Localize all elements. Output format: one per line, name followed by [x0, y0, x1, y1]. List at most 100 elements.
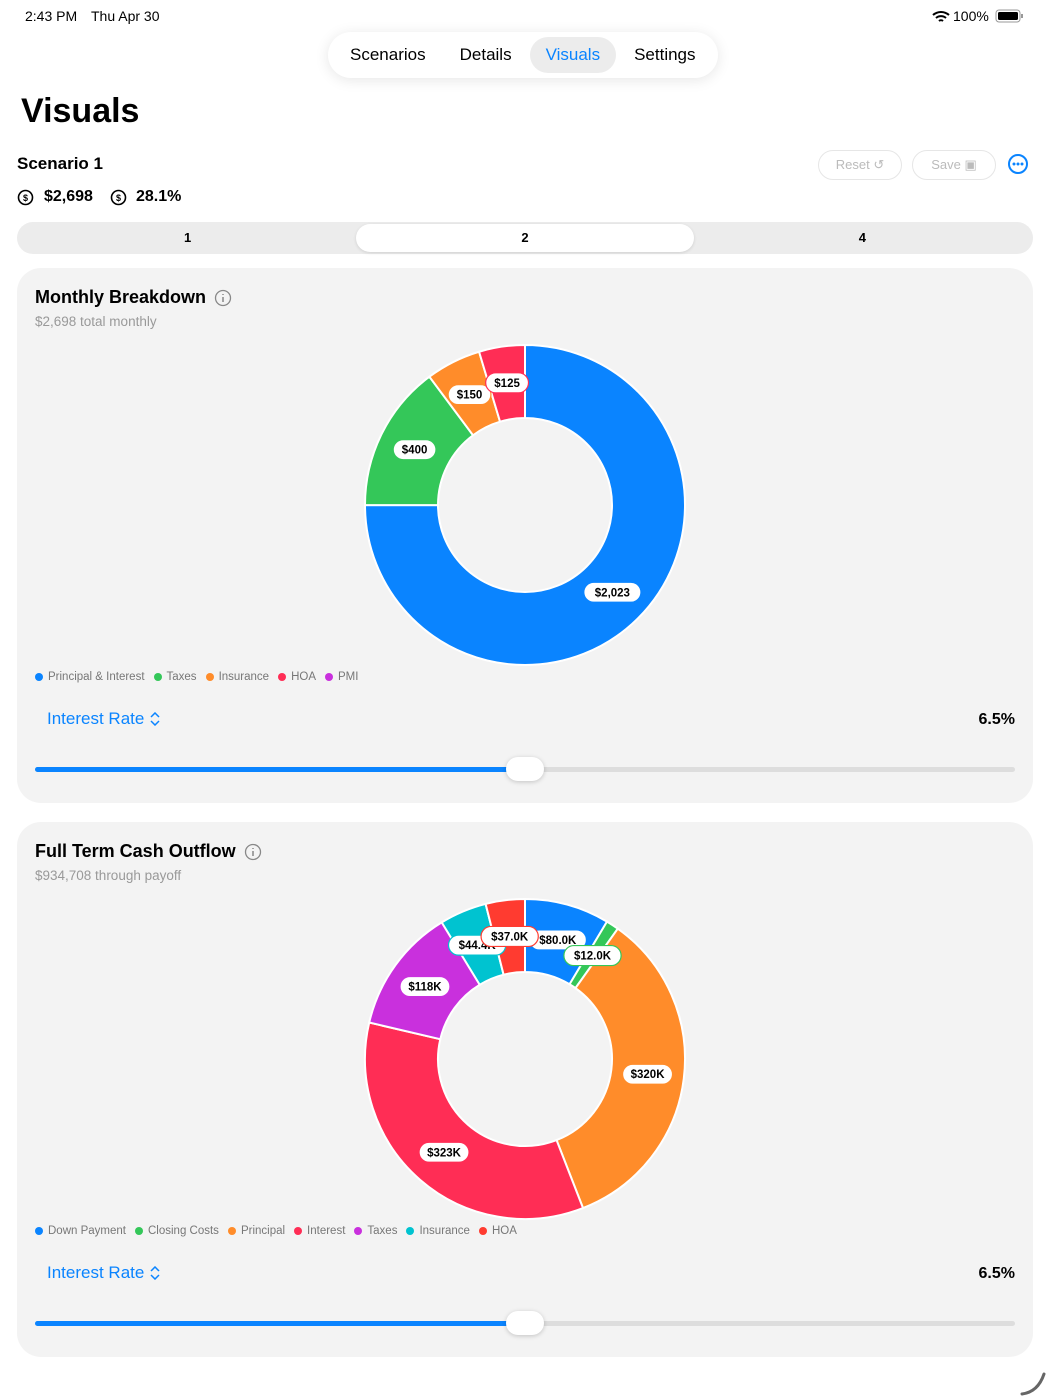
legend-label: Principal & Interest [48, 671, 145, 683]
chart-card: Monthly Breakdown $2,698 total monthly $2,… [17, 268, 1033, 803]
legend-label: PMI [338, 671, 359, 683]
legend-label: HOA [491, 1225, 517, 1237]
legend-label: Principal [240, 1225, 286, 1237]
donut-chart: $80.0K$12.0K$320K$323K$118K$44.4K$37.0K [364, 897, 686, 1220]
reset-label: Reset [835, 157, 870, 172]
card-subtitle: $934,708 through payoff [35, 868, 182, 883]
status-date: Thu Apr 30 [91, 8, 160, 24]
legend-label: Taxes [367, 1225, 398, 1237]
donut-slice [555, 927, 686, 1210]
legend-dot [294, 1227, 303, 1235]
more-button[interactable] [1007, 153, 1029, 175]
info-icon[interactable] [214, 289, 232, 307]
slider-thumb[interactable] [506, 1311, 544, 1335]
label-pill [621, 1063, 674, 1085]
legend-dot [35, 1227, 43, 1235]
legend: Principal & Interest Taxes Insurance HOA PMI [35, 671, 358, 683]
card-title: Monthly Breakdown [35, 287, 207, 307]
tab[interactable]: Scenarios [350, 45, 426, 64]
info-circle [244, 843, 261, 860]
legend-item: HOA [278, 671, 316, 683]
legend-label: Taxes [166, 671, 197, 683]
slider-thumb[interactable] [506, 757, 544, 781]
donut-chart: $2,023 $400 $150 $125 [363, 343, 686, 666]
ratio: 28.1% [136, 188, 182, 205]
segmented-control: 1 2 4 [17, 222, 1033, 254]
legend-label: Down Payment [48, 1225, 126, 1237]
legend-item: Closing Costs [134, 1225, 219, 1237]
donut-slice [364, 1021, 585, 1220]
data-label: $125 [494, 378, 520, 390]
slider-fill [35, 1321, 525, 1326]
save-button[interactable]: Save ▣ [912, 150, 996, 180]
tab-bar: Scenarios Details Visuals Settings [328, 32, 718, 78]
tab[interactable]: Visuals [529, 37, 617, 73]
tab[interactable]: Details [459, 45, 512, 64]
legend-item: PMI [325, 671, 358, 683]
label-pill [485, 372, 530, 394]
picker-label: Interest Rate [47, 709, 145, 728]
label-pill [447, 384, 492, 406]
legend-dot [227, 1227, 236, 1235]
chevron [150, 1266, 160, 1280]
dollar-icon: $ [17, 189, 34, 206]
battery-percent: 100% [953, 8, 989, 24]
card-subtitle: $2,698 total monthly [35, 314, 157, 329]
legend-label: Insurance [218, 671, 270, 683]
legend-label: Closing Costs [147, 1225, 219, 1237]
segment[interactable]: 1 [184, 230, 192, 245]
svg-text:$: $ [23, 193, 28, 203]
legend-item: Principal & Interest [35, 671, 145, 683]
wifi-icon [932, 11, 950, 22]
data-label: $323K [427, 1147, 462, 1159]
segment[interactable]: 4 [858, 230, 866, 245]
legend: Down Payment Closing Costs Principal Intere… [35, 1225, 517, 1237]
save-label: Save [931, 157, 961, 172]
legend-item: Taxes [153, 671, 197, 683]
card-title: Full Term Cash Outflow [35, 841, 236, 861]
monthly-total: $2,698 [44, 188, 93, 205]
legend-item: Interest [294, 1225, 345, 1237]
legend-dot [35, 673, 43, 681]
control-value: 6.5% [978, 1265, 1015, 1282]
legend-dot [406, 1227, 415, 1235]
legend-item: HOA [478, 1225, 517, 1237]
legend-dot [205, 673, 214, 681]
label-pill [563, 944, 622, 967]
legend-item: Insurance [406, 1225, 470, 1237]
reset-button[interactable]: Reset ↺ [818, 150, 902, 180]
picker[interactable]: Interest Rate [47, 1263, 160, 1283]
info-circle [214, 289, 232, 306]
page-title: Visuals [21, 92, 140, 130]
legend-dot [478, 1227, 487, 1235]
chevron [150, 712, 160, 726]
legend-item: Down Payment [35, 1225, 126, 1237]
card-header: Monthly Breakdown [35, 287, 232, 308]
legend-item: Taxes [354, 1225, 397, 1237]
control-value: 6.5% [978, 711, 1015, 728]
legend-item: Insurance [205, 671, 270, 683]
chart-card: Full Term Cash Outflow $934,708 through p… [17, 822, 1033, 1357]
legend-dot [354, 1227, 363, 1235]
legend-dot [278, 673, 287, 681]
label-pill [480, 925, 539, 948]
battery-icon [995, 9, 1023, 23]
data-label: $2,023 [595, 587, 630, 599]
data-label: $320K [631, 1069, 666, 1081]
tab[interactable]: Settings [634, 45, 696, 64]
segment[interactable]: 2 [356, 224, 694, 252]
data-label: $12.0K [574, 951, 612, 963]
label-pill [399, 975, 451, 998]
legend-label: HOA [291, 671, 316, 683]
picker[interactable]: Interest Rate [47, 709, 160, 729]
data-label: $80.0K [539, 935, 577, 947]
legend-dot [134, 1227, 143, 1235]
legend-label: Insurance [419, 1225, 470, 1237]
info-icon[interactable] [244, 843, 262, 861]
scenario-name: Scenario 1 [17, 154, 103, 173]
legend-label: Interest [307, 1225, 346, 1237]
label-pill [392, 439, 437, 461]
chevron-icon [150, 1266, 160, 1280]
status-time: 2:43 PM [25, 8, 78, 24]
data-label: $150 [457, 390, 483, 402]
